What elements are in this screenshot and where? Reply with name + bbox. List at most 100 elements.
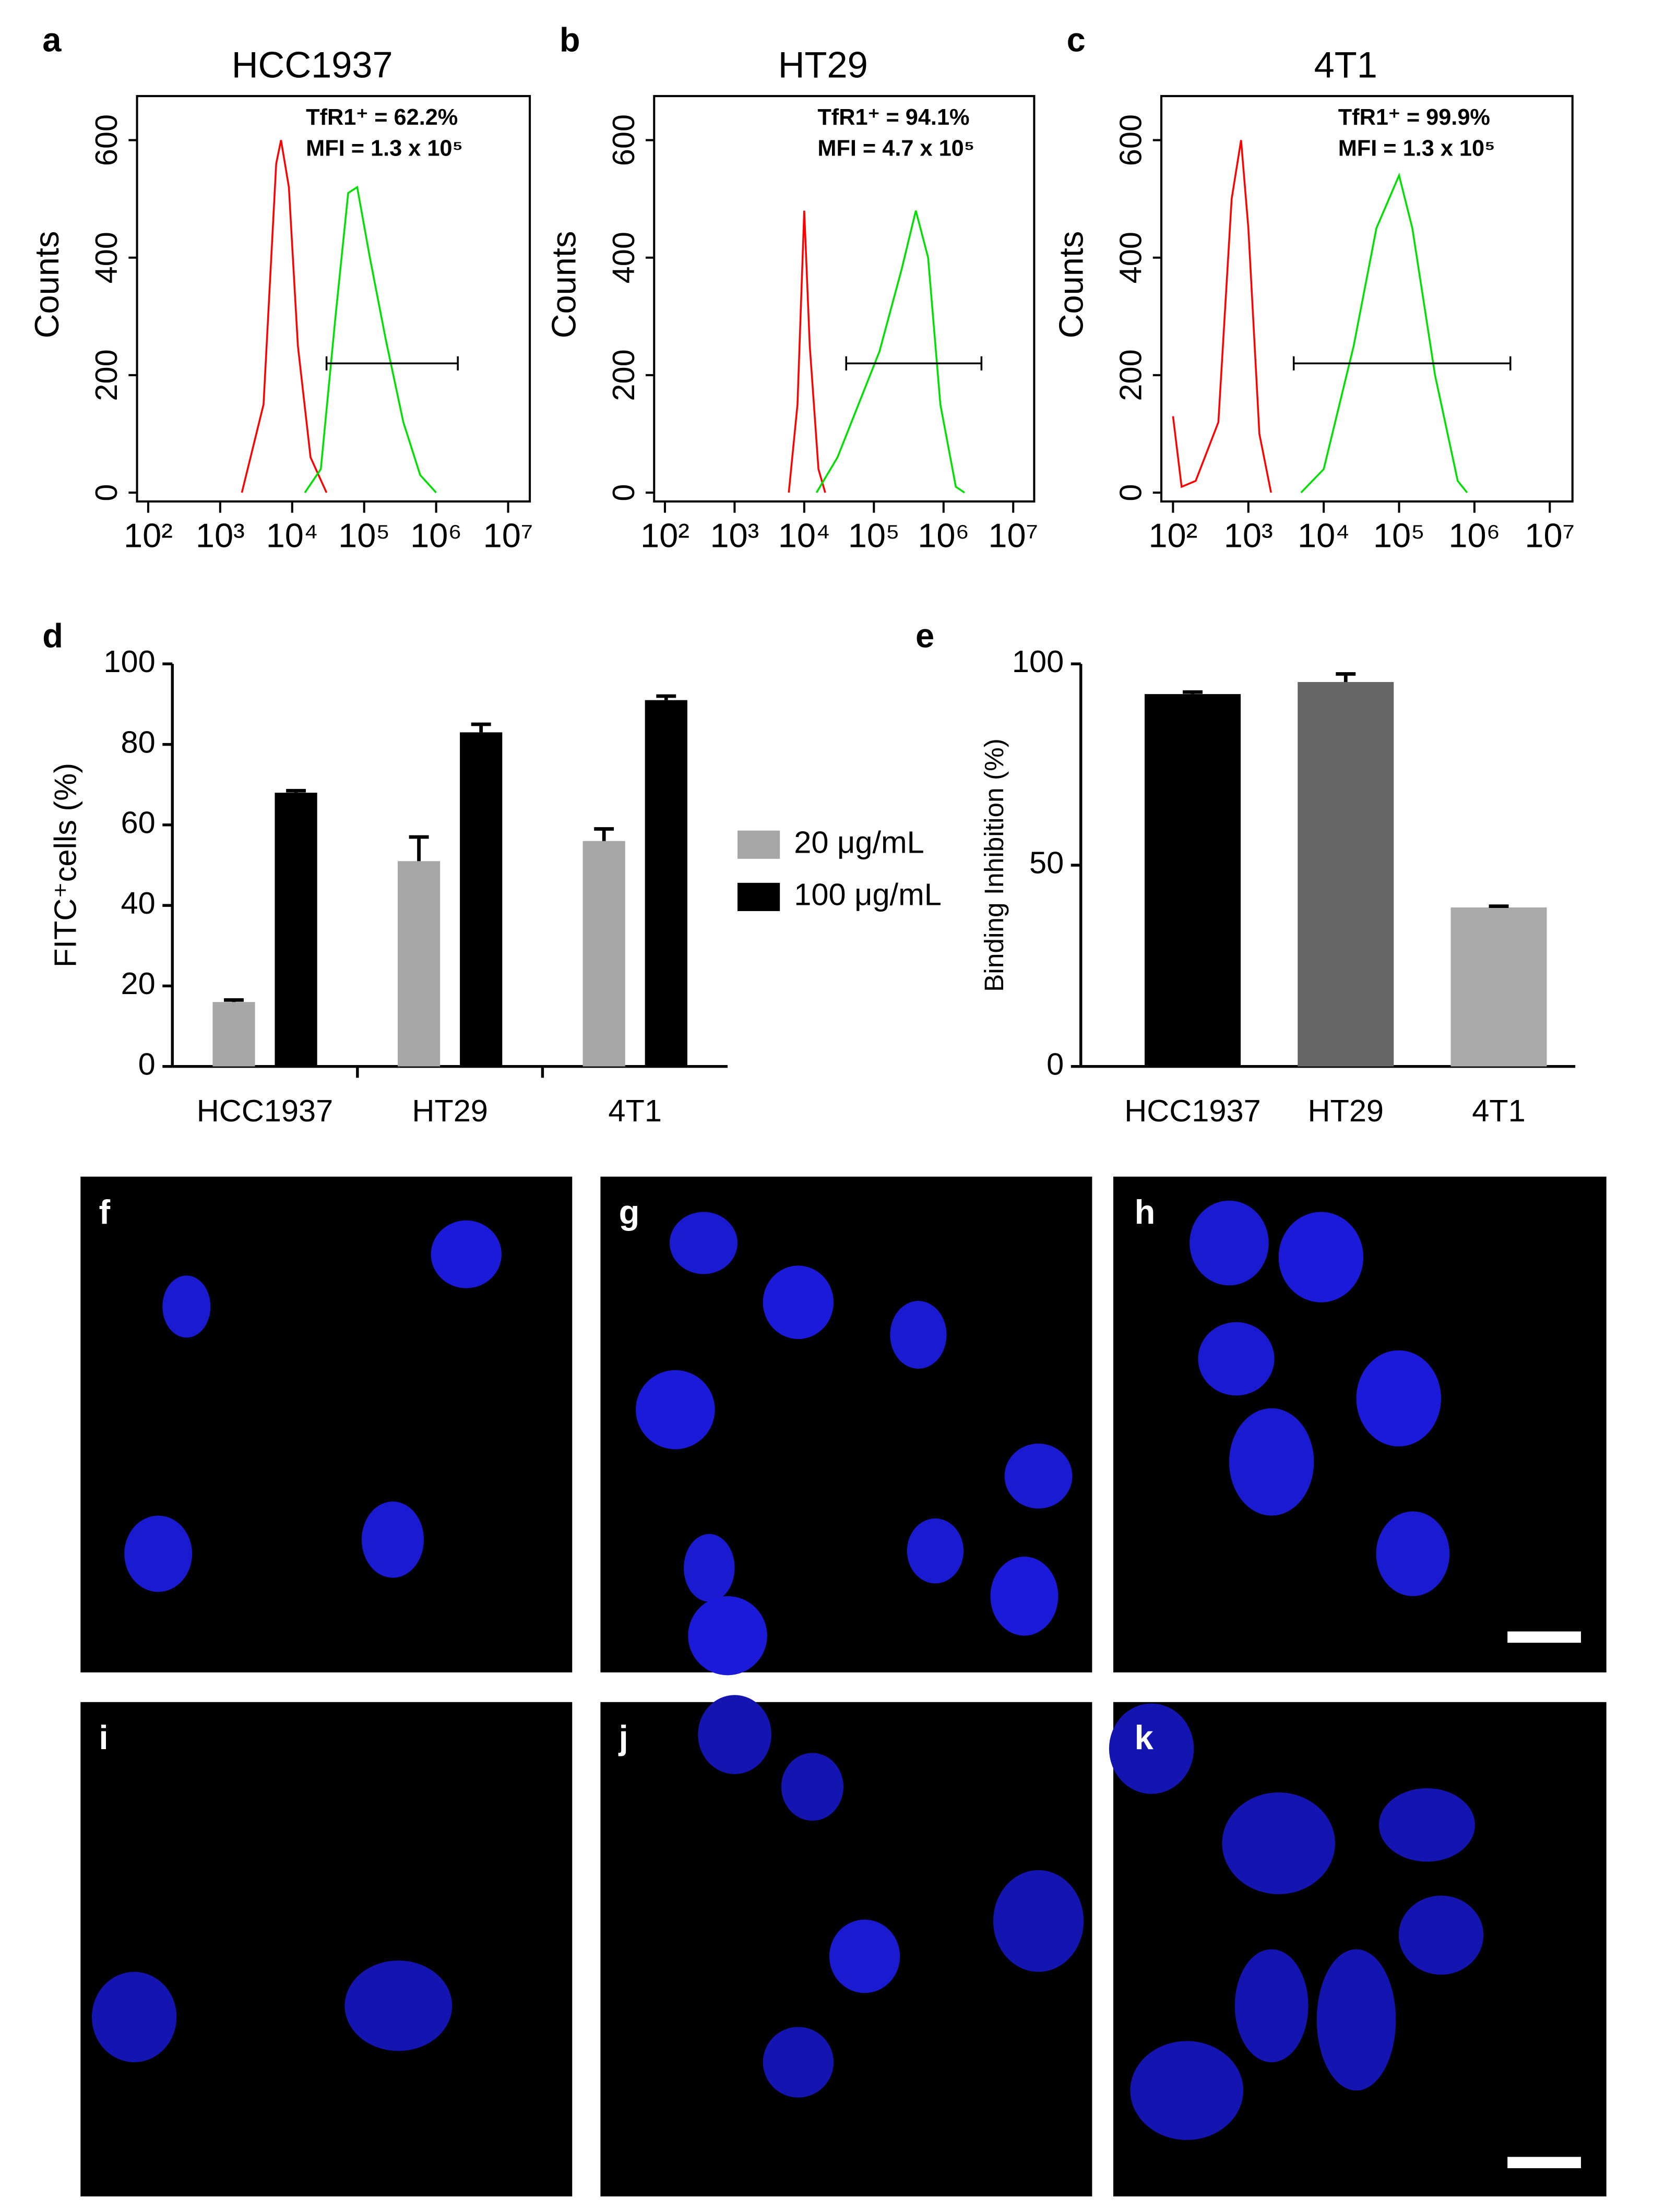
y-tick-label: 50 (1029, 845, 1064, 880)
x-tick-label: 10⁵ (1373, 517, 1425, 555)
y-tick-label: 200 (606, 349, 641, 401)
nucleus (990, 1556, 1059, 1636)
nucleus (684, 1534, 735, 1602)
nucleus (993, 1870, 1084, 1972)
y-axis-label: Binding Inhibition (%) (979, 738, 1009, 992)
nucleus (1376, 1511, 1450, 1596)
y-axis-label: Counts (1052, 231, 1090, 339)
nucleus (1198, 1322, 1275, 1396)
legend-label: 100 μg/mL (794, 877, 942, 912)
error-bar (594, 827, 614, 841)
nucleus (907, 1518, 964, 1584)
histogram-line (788, 210, 826, 493)
panel-letter: j (618, 1718, 628, 1756)
panel-letter: e (915, 617, 934, 655)
y-tick-label: 600 (1113, 114, 1148, 166)
bar (582, 841, 625, 1067)
legend-swatch (737, 830, 780, 859)
legend-label: 20 μg/mL (794, 824, 924, 859)
y-tick-label: 0 (606, 484, 641, 501)
y-tick-label: 600 (89, 114, 124, 166)
nucleus (670, 1212, 738, 1274)
plot-frame (136, 95, 531, 503)
bar (1450, 907, 1547, 1067)
histogram-line (304, 185, 437, 494)
nucleus (1004, 1443, 1073, 1509)
chart-title: HCC1937 (232, 44, 393, 86)
annotation: MFI = 1.3 x 10⁵ (306, 136, 463, 161)
annotation: TfR1⁺ = 94.1% (817, 105, 969, 130)
scale-bar (1507, 2157, 1581, 2169)
error-bar (1336, 672, 1356, 682)
x-tick-label: 4T1 (608, 1093, 662, 1128)
histogram-line (1300, 172, 1468, 494)
nucleus (890, 1301, 947, 1369)
x-tick-label: 10⁷ (1525, 517, 1575, 555)
scale-bar (1507, 1631, 1581, 1643)
error-bar (409, 835, 429, 862)
error-bar (471, 722, 491, 733)
x-tick-label: 10⁴ (1298, 517, 1350, 555)
x-tick-label: 10⁶ (1448, 517, 1500, 555)
bar (645, 700, 687, 1067)
y-tick-label: 400 (89, 232, 124, 283)
histogram-line (241, 140, 328, 493)
plot-frame (653, 95, 1036, 503)
y-tick-label: 400 (1113, 232, 1148, 283)
panel-letter: a (42, 20, 62, 58)
x-tick-label: 10² (124, 517, 173, 555)
x-tick-label: HCC1937 (1124, 1093, 1260, 1128)
nucleus (1190, 1200, 1269, 1286)
y-tick-label: 80 (121, 724, 156, 759)
nucleus (162, 1275, 211, 1338)
x-tick-label: HCC1937 (197, 1093, 333, 1128)
y-tick-label: 200 (1113, 349, 1148, 401)
bar (460, 732, 503, 1067)
y-tick-label: 40 (121, 886, 156, 920)
gate (325, 356, 459, 370)
annotation: MFI = 1.3 x 10⁵ (1338, 136, 1495, 161)
nucleus (1130, 2041, 1244, 2140)
x-tick-label: 10⁴ (778, 517, 830, 555)
panel-letter: b (560, 20, 580, 58)
x-tick-label: 10⁷ (483, 517, 533, 555)
y-axis-label: Counts (545, 231, 583, 339)
x-tick-label: 10³ (710, 517, 759, 555)
bar (212, 1002, 255, 1067)
nucleus (1278, 1212, 1364, 1302)
y-tick-label: 0 (1046, 1046, 1064, 1081)
chart-title: 4T1 (1314, 44, 1377, 86)
y-tick-label: 400 (606, 232, 641, 283)
nucleus (688, 1596, 767, 1676)
panel-letter: h (1135, 1193, 1156, 1231)
nucleus (1356, 1350, 1441, 1446)
y-tick-label: 100 (103, 644, 155, 679)
error-bar (286, 788, 306, 793)
annotation: TfR1⁺ = 99.9% (1338, 105, 1490, 130)
nucleus (698, 1695, 771, 1774)
x-tick-label: 10⁴ (266, 517, 318, 555)
nucleus (1316, 1949, 1396, 2091)
panel-letter: f (99, 1193, 110, 1231)
nucleus (344, 1960, 453, 2051)
y-tick-label: 0 (89, 484, 124, 501)
panel-letter: k (1135, 1718, 1154, 1756)
micrographs (80, 1176, 1607, 2197)
x-tick-label: 10³ (1224, 517, 1273, 555)
y-tick-label: 100 (1012, 644, 1064, 679)
nucleus (1109, 1703, 1194, 1794)
bar (1144, 694, 1241, 1067)
legend-swatch (737, 882, 780, 911)
nucleus (781, 1753, 843, 1821)
micrograph (80, 1702, 573, 2197)
x-tick-label: 4T1 (1472, 1093, 1526, 1128)
x-tick-label: 10⁵ (848, 517, 900, 555)
error-bar (1183, 690, 1203, 695)
y-tick-label: 20 (121, 966, 156, 1001)
nucleus (124, 1515, 193, 1592)
y-tick-label: 0 (138, 1046, 156, 1081)
nucleus (91, 1971, 177, 2063)
nucleus (431, 1220, 502, 1288)
annotation: TfR1⁺ = 62.2% (306, 105, 458, 130)
